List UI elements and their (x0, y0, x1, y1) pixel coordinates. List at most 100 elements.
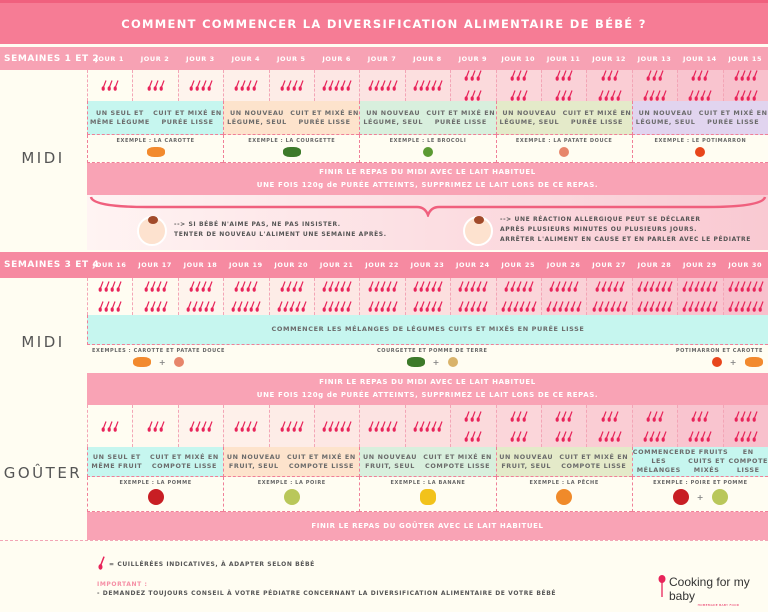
spoon-row (682, 297, 718, 316)
spoon-icon (156, 277, 162, 296)
spoon-count-cell (177, 70, 224, 101)
spoon-count-cell (177, 277, 224, 316)
spoon-row (189, 277, 213, 296)
spoon-count-cell (268, 70, 314, 101)
spoon-count-cell (359, 70, 405, 101)
step-text-line: UN NOUVEAU LÉGUME, SEUL (227, 108, 287, 126)
day-header: JOUR 28 (637, 261, 672, 269)
spoon-row (510, 427, 528, 446)
spoon-row (413, 277, 443, 296)
spoon-row (646, 407, 664, 426)
spoon-icon (740, 297, 746, 316)
spoon-icon (322, 76, 328, 95)
spoon-icon (292, 277, 298, 296)
spoon-icon (283, 297, 289, 316)
spoon-row (598, 427, 622, 446)
spoon-icon (740, 277, 746, 296)
spoon-icon (619, 277, 625, 296)
spoon-count-cell (586, 405, 632, 447)
spoon-icon (482, 297, 488, 316)
step-text-line: UN NOUVEAU LÉGUME, SEUL (363, 108, 424, 126)
spoon-icon (144, 277, 150, 296)
spoon-icon (334, 297, 340, 316)
spoon-row (147, 417, 165, 436)
spoon-row (555, 86, 573, 105)
spoon-row (510, 66, 528, 85)
day-header: JOUR 25 (501, 261, 536, 269)
spoon-icon (207, 417, 213, 436)
spoon-count-cell (177, 405, 224, 447)
spoon-icon (752, 86, 758, 105)
food-icons: + (711, 357, 763, 367)
spoon-row (368, 76, 398, 95)
spoon-icon (555, 407, 561, 426)
spoon-icon (476, 86, 482, 105)
example-label: EXEMPLE : LE POTIMARRON (654, 138, 747, 144)
spoon-icon (346, 297, 352, 316)
spoon-row (322, 76, 352, 95)
spoon-icon (280, 277, 286, 296)
spoon-icon (392, 417, 398, 436)
spoon-icon (340, 297, 346, 316)
spoon-row (280, 76, 304, 95)
spoon-icon (147, 417, 153, 436)
spoon-icon (601, 277, 607, 296)
step-text-line: CUIT ET MIXÉ EN PURÉE LISSE (426, 108, 496, 126)
spoon-icon (592, 297, 598, 316)
spoon-icon (234, 277, 240, 296)
food-icons (419, 489, 436, 505)
spoon-row (688, 427, 712, 446)
spoon-icon (700, 86, 706, 105)
spoon-row (234, 76, 258, 95)
spoon-icon (280, 76, 286, 95)
spoon-icon (195, 417, 201, 436)
spoon-icon (328, 76, 334, 95)
tip-line: ARRÊTER L'ALIMENT EN CAUSE ET EN PARLER … (500, 236, 751, 243)
step-description: UN NOUVEAU LÉGUME, SEUL CUIT ET MIXÉ EN P… (631, 101, 768, 135)
step-description: UN SEUL ET MÊME FRUIT CUIT ET MIXÉ EN COM… (87, 447, 224, 477)
mix-example: COURGETTE ET POMME DE TERRE + (377, 348, 487, 367)
spoon-icon (380, 297, 386, 316)
spoon-icon (740, 86, 746, 105)
spoon-row (322, 297, 352, 316)
spoon-icon (204, 297, 210, 316)
spoon-icon (525, 297, 531, 316)
spoon-icon (246, 277, 252, 296)
day-header: JOUR 19 (229, 261, 263, 269)
spoon-icon (528, 277, 534, 296)
step-description: UN NOUVEAU FRUIT, SEUL CUIT ET MIXÉ EN CO… (495, 447, 632, 477)
spoon-icon (667, 277, 673, 296)
step-description: UN SEUL ET MÊME LÉGUME CUIT ET MIXÉ EN PU… (87, 101, 224, 135)
day-header: JOUR 4 (231, 54, 261, 63)
spoon-icon (240, 76, 246, 95)
spoon-icon (516, 427, 522, 446)
spoon-icon (464, 297, 470, 316)
spoon-icon (752, 407, 758, 426)
spoon-icon (561, 427, 567, 446)
spoon-icon (101, 76, 107, 95)
spoon-row (464, 427, 482, 446)
spoon-count-cell (541, 70, 587, 101)
spoon-icon (255, 297, 261, 316)
spoon-row (144, 277, 168, 296)
spoon-icon (516, 407, 522, 426)
day-header: JOUR 3 (186, 54, 215, 63)
spoon-row (413, 417, 443, 436)
spoon-count-cell (359, 278, 405, 316)
spoon-icon (110, 277, 116, 296)
spoon-icon (340, 417, 346, 436)
milk-note-line: FINIR LE REPAS DU MIDI AVEC LE LAIT HABI… (319, 168, 536, 176)
meal-label: GOÛTER (3, 463, 83, 482)
spoon-icon (637, 297, 643, 316)
spoon-icon (522, 407, 528, 426)
spoon-icon (292, 76, 298, 95)
step-example: EXEMPLE : LA PATATE DOUCE (495, 135, 632, 163)
pumpkin-icon (711, 357, 722, 367)
spoon-icon (437, 76, 443, 95)
allergic-baby-icon (463, 216, 493, 246)
spoon-icon (286, 76, 292, 95)
step-text-line: COMMENCER LES MÉLANGES (632, 448, 685, 474)
spoon-icon (607, 66, 613, 85)
spoon-icon (437, 277, 443, 296)
spoon-icon (380, 417, 386, 436)
